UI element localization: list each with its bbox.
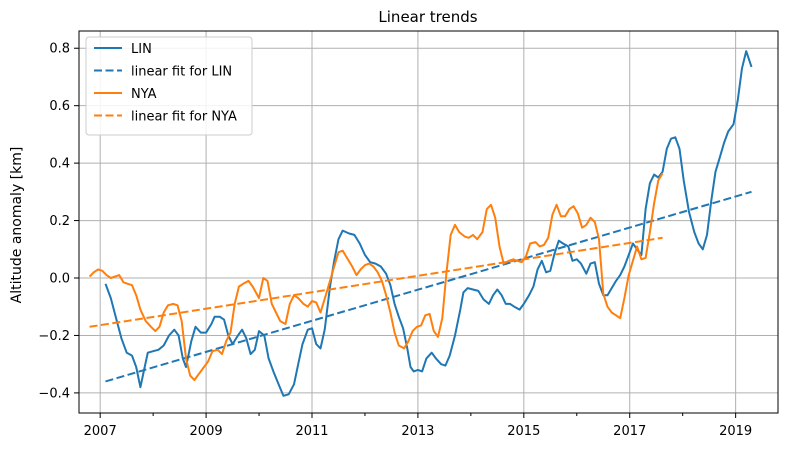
y-tick-label: 0.8 (49, 42, 70, 57)
grid (79, 31, 778, 413)
legend-label-nya: NYA (131, 87, 157, 102)
x-tick-label: 2019 (719, 424, 752, 439)
x-tick-label: 2011 (295, 424, 328, 439)
series-line-nya (88, 172, 664, 381)
series-line-linear-fit-for-lin (105, 190, 752, 383)
x-tick-label: 2017 (613, 424, 646, 439)
chart-title: Linear trends (378, 8, 477, 26)
y-tick-label: −0.2 (38, 329, 70, 344)
series-line-linear-fit-for-nya (89, 236, 663, 328)
y-tick-label: 0.6 (49, 99, 70, 114)
y-tick-label: −0.4 (38, 386, 70, 401)
axis-ticks: 2007 2009 2011 2013 2015 2017 2019 −0.4 −0.2 0.0 0… (38, 42, 752, 439)
legend-label-lin: LIN (131, 42, 152, 57)
plot-frame (78, 30, 779, 414)
y-tick-label: 0.2 (49, 214, 70, 229)
x-tick-label: 2007 (84, 424, 117, 439)
x-tick-label: 2013 (401, 424, 434, 439)
x-tick-label: 2009 (190, 424, 223, 439)
y-tick-label: 0.4 (49, 157, 70, 172)
x-tick-label: 2015 (507, 424, 540, 439)
legend-label-linear-fit-for-nya: linear fit for NYA (131, 110, 237, 125)
legend-box (85, 36, 253, 136)
series-layer (88, 50, 753, 397)
y-axis-label: Altitude anomaly [km] (9, 147, 25, 304)
legend-label-linear-fit-for-lin: linear fit for LIN (131, 65, 232, 80)
y-tick-label: 0.0 (49, 272, 70, 287)
series-line-lin (104, 50, 753, 397)
legend: LIN linear fit for LIN NYA linear fit for N… (85, 36, 253, 136)
